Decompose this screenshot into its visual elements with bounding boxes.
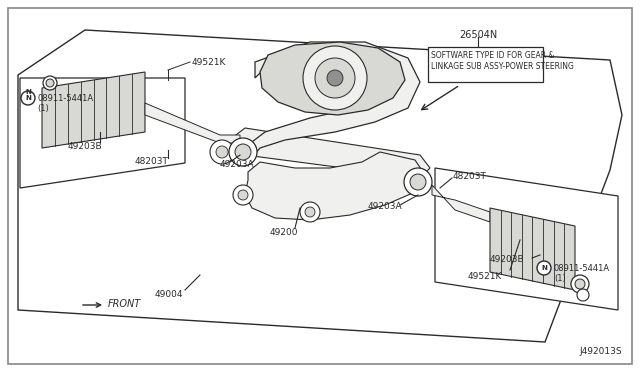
Polygon shape: [432, 185, 490, 222]
Bar: [428, 47, 543, 82]
Polygon shape: [245, 152, 425, 220]
Circle shape: [43, 76, 57, 90]
Text: N: N: [541, 265, 547, 271]
Text: LINKAGE SUB ASSY-POWER STEERING: LINKAGE SUB ASSY-POWER STEERING: [431, 62, 574, 71]
Text: 26504N: 26504N: [459, 30, 497, 40]
Text: J492013S: J492013S: [579, 347, 622, 356]
Circle shape: [404, 168, 432, 196]
Polygon shape: [232, 128, 430, 178]
Circle shape: [229, 138, 257, 166]
Text: 49203A: 49203A: [368, 202, 403, 211]
Circle shape: [21, 91, 35, 105]
Circle shape: [216, 146, 228, 158]
Circle shape: [303, 46, 367, 110]
Polygon shape: [20, 78, 185, 188]
Text: 49521K: 49521K: [192, 58, 227, 67]
Circle shape: [238, 190, 248, 200]
Polygon shape: [490, 208, 575, 290]
Circle shape: [300, 202, 320, 222]
Circle shape: [315, 58, 355, 98]
Polygon shape: [145, 103, 240, 143]
Text: 49200: 49200: [270, 228, 298, 237]
Circle shape: [571, 275, 589, 293]
Text: (1): (1): [37, 104, 49, 113]
Text: 49521K: 49521K: [468, 272, 502, 281]
Text: 49004: 49004: [155, 290, 184, 299]
Text: SOFTWARE TYPE ID FOR GEAR &: SOFTWARE TYPE ID FOR GEAR &: [431, 51, 554, 60]
Text: 08911-5441A: 08911-5441A: [37, 94, 93, 103]
Text: 49203B: 49203B: [68, 142, 102, 151]
Circle shape: [410, 174, 426, 190]
Polygon shape: [260, 42, 405, 115]
Circle shape: [575, 279, 585, 289]
Circle shape: [46, 79, 54, 87]
Polygon shape: [18, 30, 622, 342]
Circle shape: [233, 185, 253, 205]
Text: (1): (1): [554, 274, 566, 283]
Text: N: N: [25, 89, 31, 95]
Polygon shape: [248, 42, 420, 162]
Text: N: N: [25, 95, 31, 101]
Text: FRONT: FRONT: [108, 299, 141, 309]
Polygon shape: [42, 72, 145, 148]
Text: 49203B: 49203B: [490, 255, 525, 264]
Circle shape: [210, 140, 234, 164]
Text: 48203T: 48203T: [135, 157, 169, 166]
Circle shape: [537, 261, 551, 275]
Text: 49203A: 49203A: [220, 160, 255, 169]
Circle shape: [327, 70, 343, 86]
Text: 08911-5441A: 08911-5441A: [554, 264, 610, 273]
Polygon shape: [435, 168, 618, 310]
Circle shape: [577, 289, 589, 301]
Circle shape: [235, 144, 251, 160]
Circle shape: [305, 207, 315, 217]
Text: 48203T: 48203T: [453, 172, 487, 181]
